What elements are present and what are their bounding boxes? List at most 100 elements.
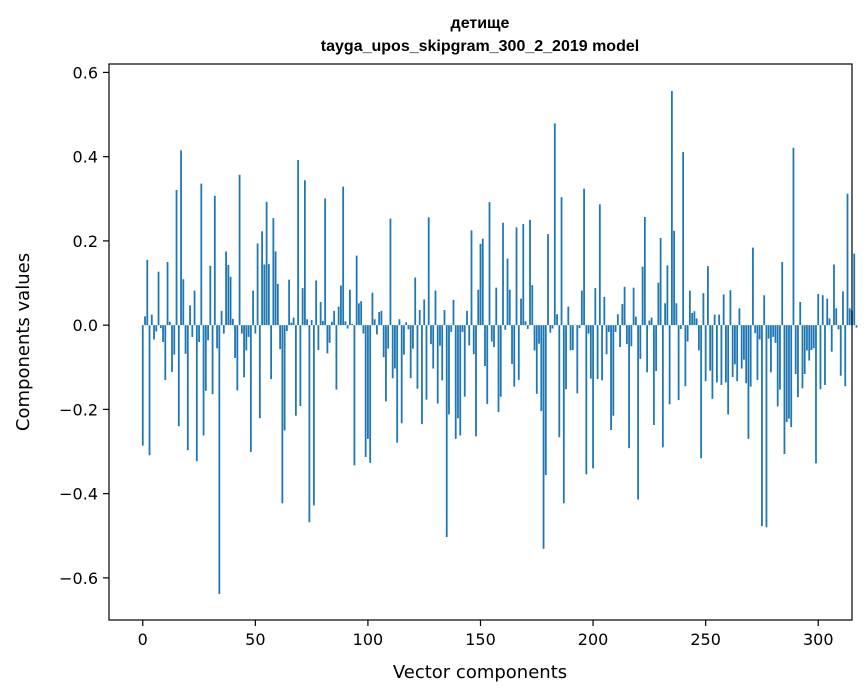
y-tick-label-6: 0.6	[73, 63, 98, 82]
bar-42	[236, 325, 239, 391]
bar-274	[758, 325, 761, 340]
bar-1	[144, 316, 146, 326]
bar-101	[369, 325, 372, 463]
bar-189	[567, 306, 570, 326]
bar-214	[623, 286, 626, 326]
bar-100	[367, 325, 369, 439]
bar-224	[646, 325, 649, 373]
bar-234	[668, 325, 671, 405]
bar-29	[207, 325, 209, 341]
bar-27	[202, 325, 205, 436]
bar-105	[378, 312, 381, 326]
bar-226	[650, 317, 653, 326]
bar-154	[488, 202, 491, 326]
bar-299	[815, 325, 817, 464]
bar-58	[272, 218, 275, 326]
bar-213	[621, 304, 624, 326]
bar-47	[247, 325, 250, 337]
bar-279	[770, 325, 772, 373]
bar-92	[349, 289, 351, 326]
bar-203	[598, 204, 601, 326]
bar-242	[686, 325, 689, 342]
bar-63	[283, 325, 286, 431]
bar-52	[258, 325, 261, 419]
bar-135	[445, 325, 448, 538]
bar-281	[774, 325, 777, 343]
bars-group	[141, 90, 858, 594]
bar-229	[657, 282, 660, 326]
bar-2	[146, 259, 149, 326]
bar-190	[569, 325, 572, 351]
bar-314	[848, 308, 851, 326]
bar-25	[198, 325, 200, 342]
bar-54	[263, 264, 266, 326]
bar-184	[556, 314, 558, 326]
bar-31	[211, 325, 214, 395]
bar-276	[763, 295, 766, 326]
bar-94	[353, 325, 356, 466]
bar-153	[486, 325, 489, 404]
bar-235	[670, 90, 673, 326]
bar-87	[337, 306, 340, 326]
bar-123	[418, 309, 421, 326]
bar-32	[213, 195, 216, 326]
bar-277	[765, 325, 768, 528]
bar-286	[785, 325, 788, 423]
bar-217	[630, 325, 633, 347]
bar-155	[490, 325, 493, 342]
bar-305	[828, 318, 831, 326]
bar-238	[677, 325, 680, 401]
bar-227	[652, 325, 655, 425]
bar-34	[218, 325, 221, 594]
chart-title-line2: tayga_upos_skipgram_300_2_2019 model	[321, 38, 639, 55]
bar-108	[385, 325, 387, 402]
bar-10	[164, 325, 167, 380]
bar-312	[844, 325, 847, 387]
bar-282	[776, 325, 779, 407]
bar-145	[468, 325, 471, 346]
bar-194	[578, 325, 581, 329]
bar-253	[711, 325, 714, 399]
bar-57	[270, 325, 273, 380]
bar-173	[531, 285, 534, 326]
bar-78	[317, 325, 320, 350]
bar-72	[303, 180, 306, 326]
bar-247	[698, 325, 700, 351]
bar-142	[461, 325, 464, 332]
bar-110	[389, 218, 392, 326]
bar-280	[772, 325, 775, 337]
bar-46	[245, 325, 248, 351]
bar-84	[331, 321, 333, 326]
bar-290	[794, 325, 797, 375]
bar-136	[448, 325, 450, 415]
bar-220	[637, 325, 640, 500]
bar-140	[457, 325, 459, 419]
bar-185	[558, 325, 561, 438]
bar-241	[684, 325, 687, 387]
bar-252	[709, 325, 712, 371]
bar-293	[801, 325, 804, 389]
bar-237	[675, 303, 678, 326]
bar-21	[189, 305, 191, 326]
bar-176	[538, 325, 540, 344]
bar-240	[682, 152, 685, 326]
bar-115	[400, 325, 403, 424]
bar-275	[761, 325, 763, 527]
bar-132	[439, 325, 441, 346]
bar-137	[450, 325, 453, 332]
bar-260	[727, 325, 730, 415]
bar-122	[416, 325, 419, 389]
bar-257	[720, 325, 723, 385]
bar-165	[513, 325, 516, 387]
bar-230	[659, 237, 662, 326]
bar-228	[655, 325, 658, 372]
bar-246	[695, 318, 698, 326]
bar-303	[824, 325, 826, 385]
bar-81	[324, 198, 327, 326]
bar-69	[297, 160, 300, 326]
bar-39	[229, 276, 232, 326]
bar-30	[209, 265, 212, 326]
bar-269	[747, 325, 750, 439]
bar-83	[328, 325, 331, 343]
bar-109	[387, 325, 390, 349]
